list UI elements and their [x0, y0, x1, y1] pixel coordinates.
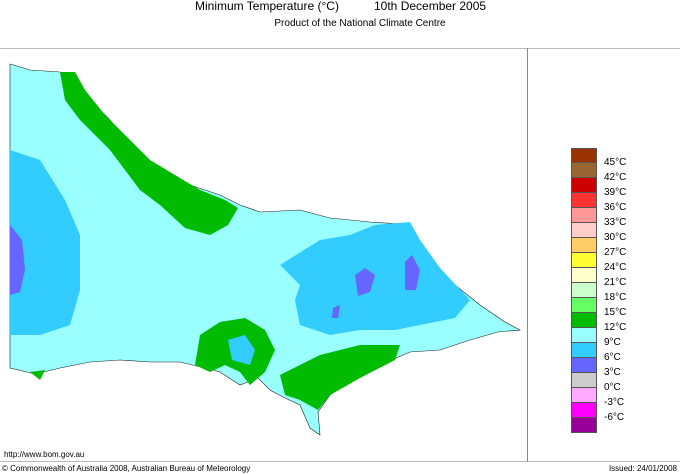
- legend-swatch: [571, 268, 597, 283]
- legend-swatches: [571, 148, 597, 433]
- legend-swatch: [571, 253, 597, 268]
- legend-swatch: [571, 388, 597, 403]
- region-6-9-west: [10, 150, 80, 335]
- legend-label: 39°C: [604, 187, 627, 198]
- legend-label: 27°C: [604, 247, 627, 258]
- legend-label: 3°C: [604, 367, 621, 378]
- map-title: Minimum Temperature (°C): [195, 0, 339, 13]
- legend-swatch: [571, 148, 597, 163]
- legend: 45°C 42°C 39°C 36°C 33°C 30°C 27°C 24°C 21°C 18°C…: [571, 148, 626, 433]
- legend-swatch: [571, 178, 597, 193]
- region-12-15-south: [30, 318, 400, 410]
- legend-swatch: [571, 343, 597, 358]
- legend-swatch: [571, 298, 597, 313]
- legend-swatch: [571, 163, 597, 178]
- legend-label: 24°C: [604, 262, 627, 273]
- legend-label: 36°C: [604, 202, 627, 213]
- legend-swatch: [571, 328, 597, 343]
- legend-label: 9°C: [604, 337, 621, 348]
- legend-swatch: [571, 418, 597, 433]
- copyright: © Commonwealth of Australia 2008, Austra…: [2, 464, 251, 473]
- legend-swatch: [571, 208, 597, 223]
- legend-label: 0°C: [604, 382, 621, 393]
- legend-label: 15°C: [604, 307, 627, 318]
- legend-label: -3°C: [604, 397, 625, 408]
- legend-swatch: [571, 358, 597, 373]
- victoria-temperature-map: [9, 63, 522, 436]
- legend-swatch: [571, 313, 597, 328]
- legend-label: 12°C: [604, 322, 627, 333]
- legend-label: 21°C: [604, 277, 627, 288]
- legend-label: 45°C: [604, 157, 627, 168]
- legend-swatch: [571, 403, 597, 418]
- legend-label: 33°C: [604, 217, 627, 228]
- website-url[interactable]: http://www.bom.gov.au: [4, 450, 85, 459]
- map-frame: [0, 48, 680, 462]
- region-3-6-east: [332, 255, 420, 318]
- legend-label: 42°C: [604, 172, 627, 183]
- legend-swatch: [571, 193, 597, 208]
- legend-label: 6°C: [604, 352, 621, 363]
- legend-swatch: [571, 283, 597, 298]
- subtitle: Product of the National Climate Centre: [274, 18, 446, 29]
- legend-label: 18°C: [604, 292, 627, 303]
- issued-date: Issued: 24/01/2008: [608, 464, 677, 473]
- frame-divider: [527, 48, 528, 462]
- port-phillip-bay: [228, 335, 255, 365]
- region-12-15-north: [60, 72, 238, 235]
- legend-label: -6°C: [604, 412, 625, 423]
- region-6-9-east: [280, 222, 470, 335]
- legend-swatch: [571, 223, 597, 238]
- legend-label: 30°C: [604, 232, 627, 243]
- legend-swatch: [571, 238, 597, 253]
- legend-swatch: [571, 373, 597, 388]
- map-date: 10th December 2005: [374, 0, 487, 13]
- region-3-6-west: [10, 225, 25, 295]
